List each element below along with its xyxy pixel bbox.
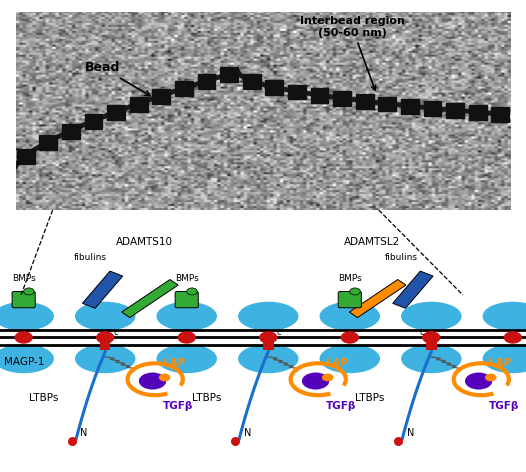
Text: TGFβ: TGFβ <box>326 401 357 411</box>
Ellipse shape <box>483 302 526 331</box>
Polygon shape <box>393 271 433 308</box>
Circle shape <box>187 288 197 295</box>
Text: Bead: Bead <box>85 61 150 96</box>
Bar <box>311 88 328 103</box>
Bar <box>220 67 238 82</box>
Circle shape <box>15 331 33 344</box>
Ellipse shape <box>322 374 333 381</box>
Bar <box>401 99 419 114</box>
Text: c: c <box>276 328 281 337</box>
Circle shape <box>177 331 196 344</box>
Text: N: N <box>407 428 414 438</box>
Polygon shape <box>122 279 178 318</box>
Text: c: c <box>420 328 424 337</box>
Ellipse shape <box>0 344 54 373</box>
Ellipse shape <box>320 302 380 331</box>
Bar <box>153 89 170 104</box>
Text: TGFβ: TGFβ <box>489 401 520 411</box>
Text: LAP: LAP <box>326 358 348 368</box>
Circle shape <box>341 331 359 344</box>
Polygon shape <box>349 279 406 318</box>
Circle shape <box>259 331 278 344</box>
Ellipse shape <box>157 344 217 373</box>
Text: fibulins: fibulins <box>74 253 107 262</box>
Ellipse shape <box>238 302 299 331</box>
Bar <box>175 81 193 96</box>
Ellipse shape <box>139 372 166 389</box>
Bar <box>198 74 215 89</box>
Bar <box>288 84 306 100</box>
Circle shape <box>350 288 360 295</box>
Bar <box>243 74 260 89</box>
Text: fibulins: fibulins <box>385 253 417 262</box>
Bar <box>17 149 35 164</box>
Bar <box>378 97 396 111</box>
Bar <box>85 114 103 129</box>
Text: N: N <box>80 428 88 438</box>
Text: TGFβ: TGFβ <box>163 401 194 411</box>
Ellipse shape <box>401 302 462 331</box>
FancyBboxPatch shape <box>12 292 35 308</box>
Text: ADAMTS10: ADAMTS10 <box>116 237 173 247</box>
Text: BMPs: BMPs <box>175 274 199 283</box>
Bar <box>130 97 148 111</box>
Bar <box>266 80 283 95</box>
Text: MAGP-1: MAGP-1 <box>4 357 45 367</box>
Text: LTBPs: LTBPs <box>355 393 385 403</box>
Ellipse shape <box>302 372 329 389</box>
Text: N: N <box>244 428 251 438</box>
Text: ADAMTSL2: ADAMTSL2 <box>345 237 400 247</box>
Bar <box>100 342 110 350</box>
Bar <box>62 124 80 139</box>
Bar <box>423 101 441 116</box>
Text: LAP: LAP <box>489 358 511 368</box>
Bar <box>356 94 373 109</box>
Bar <box>491 107 509 122</box>
Ellipse shape <box>75 344 136 373</box>
Bar <box>426 342 437 350</box>
Text: BMPs: BMPs <box>12 274 36 283</box>
Text: Interbead region
(50-60 nm): Interbead region (50-60 nm) <box>300 16 404 90</box>
Ellipse shape <box>401 344 462 373</box>
Polygon shape <box>83 271 123 308</box>
Circle shape <box>24 288 34 295</box>
FancyBboxPatch shape <box>338 292 361 308</box>
Circle shape <box>504 331 522 344</box>
Ellipse shape <box>0 302 54 331</box>
Text: LTBPs: LTBPs <box>192 393 221 403</box>
Bar <box>469 105 487 120</box>
Bar <box>333 91 351 106</box>
Ellipse shape <box>483 344 526 373</box>
Ellipse shape <box>465 372 492 389</box>
Ellipse shape <box>75 302 136 331</box>
Circle shape <box>96 331 115 344</box>
Ellipse shape <box>485 374 497 381</box>
Text: BMPs: BMPs <box>338 274 362 283</box>
FancyBboxPatch shape <box>175 292 198 308</box>
Bar <box>446 103 464 118</box>
Text: LAP: LAP <box>163 358 185 368</box>
Ellipse shape <box>320 344 380 373</box>
Circle shape <box>422 331 440 344</box>
Bar <box>39 135 57 150</box>
Ellipse shape <box>238 344 299 373</box>
Bar <box>263 342 274 350</box>
Text: LTBPs: LTBPs <box>29 393 58 403</box>
Text: c: c <box>113 328 118 337</box>
Ellipse shape <box>159 374 170 381</box>
Bar <box>107 105 125 120</box>
Ellipse shape <box>157 302 217 331</box>
